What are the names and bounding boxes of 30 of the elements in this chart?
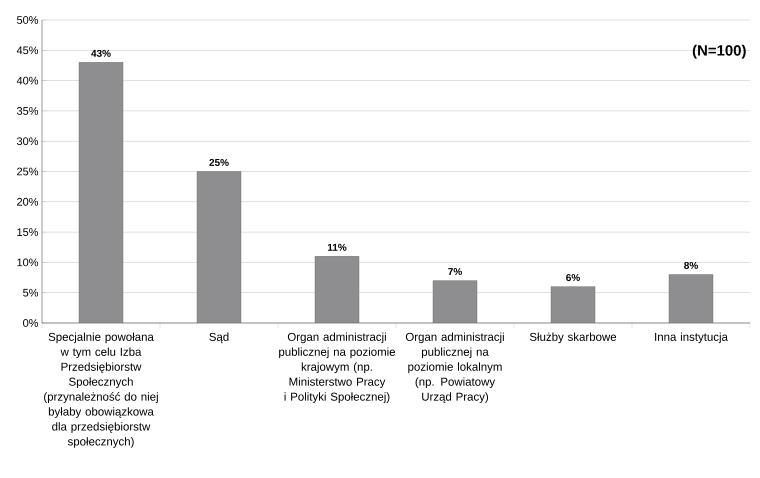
y-tick-label: 45% (16, 46, 38, 54)
x-tick-label: Sąd (209, 332, 228, 344)
data-label: 6% (566, 274, 580, 282)
x-tick-label: Inna instytucja (655, 332, 728, 344)
bar (78, 62, 124, 323)
x-tick-label: Służby skarbowe (530, 332, 616, 344)
annotation: (N=100) (692, 44, 746, 59)
y-tick-label: 30% (16, 137, 38, 146)
bar (668, 274, 714, 323)
x-tick-label: Organ administracji publicznej na poziomie lokalnym (np. Powiatowy Urząd Pracy) (406, 332, 504, 403)
x-tick-label: Specjalnie powołana w tym celu Izba Przedsiębiorstw Społecznych (przynależność do niej byłaby obowiązkowa dla przedsiębiorstw społecznych) (44, 332, 158, 448)
y-tick-label: 35% (16, 107, 38, 115)
data-label: 11% (328, 244, 346, 251)
y-tick-label: 20% (17, 198, 38, 206)
y-tick-label: 15% (17, 228, 38, 236)
bar (432, 280, 478, 323)
y-tick-label: 0% (23, 319, 38, 327)
bar (196, 171, 242, 323)
y-tick-label: 40% (16, 76, 38, 84)
data-label: 8% (684, 262, 698, 269)
y-tick-label: 50% (16, 16, 38, 24)
bar (314, 256, 360, 323)
x-tick-label: Organ administracji publicznej na poziomie krajowym (np. Ministerstwo Pracy i Polityki Społecznej) (279, 332, 396, 403)
data-label: 25% (209, 158, 229, 166)
bar (550, 286, 596, 323)
y-tick-label: 25% (17, 168, 38, 176)
data-label: 43% (91, 50, 111, 57)
data-label: 7% (448, 268, 462, 276)
y-tick-label: 10% (17, 258, 38, 266)
y-tick-label: 5% (23, 288, 38, 297)
